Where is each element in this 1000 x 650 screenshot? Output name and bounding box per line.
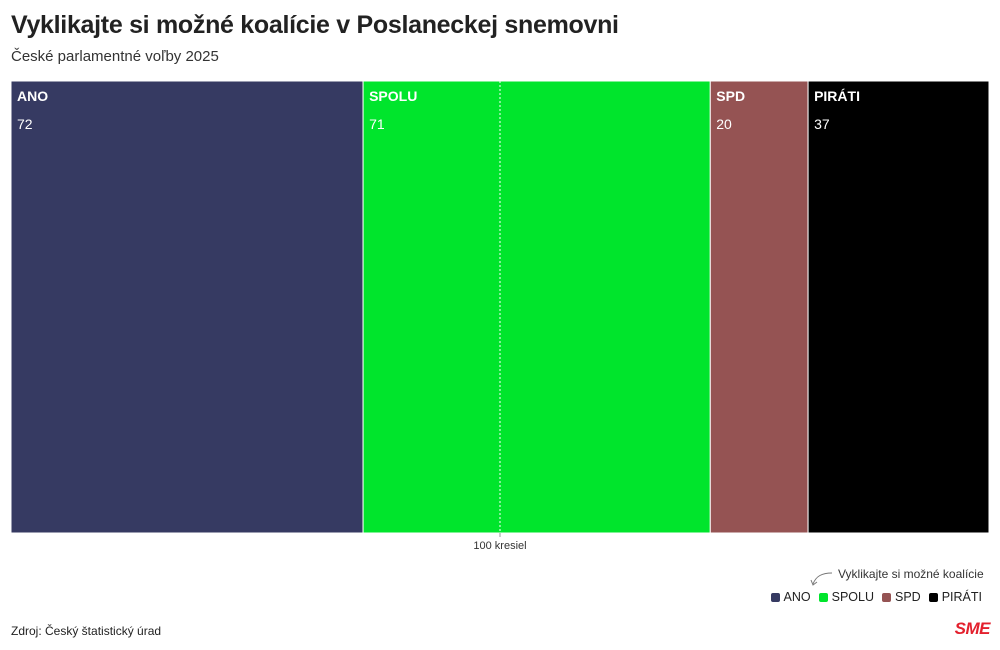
legend-item-spolu[interactable]: SPOLU bbox=[818, 590, 874, 604]
legend-swatch bbox=[882, 592, 891, 602]
source-note: Zdroj: Český štatistický úrad bbox=[11, 624, 162, 638]
legend-hint-text: Vyklikajte si možné koalície bbox=[838, 567, 984, 581]
curved-arrow-icon bbox=[810, 572, 833, 586]
legend-item-spd[interactable]: SPD bbox=[882, 590, 921, 604]
legend-label: PIRÁTI bbox=[941, 590, 982, 604]
legend-label: SPD bbox=[895, 590, 921, 604]
chart-title: Vyklikajte si možné koalície v Poslaneck… bbox=[11, 11, 619, 39]
legend-swatch bbox=[770, 592, 780, 602]
bar-spd[interactable] bbox=[709, 80, 809, 534]
chart-subtitle: České parlamentné voľby 2025 bbox=[11, 48, 219, 65]
bar-label-spd: SPD bbox=[716, 88, 745, 104]
seat-chart: ANO 72 SPOLU 71 SPD 20 PIRÁTI 37 100 kresiel bbox=[10, 80, 990, 552]
bar-value-spd: 20 bbox=[716, 116, 732, 132]
bar-pirati[interactable] bbox=[807, 80, 990, 534]
segment-spolu[interactable]: SPOLU 71 bbox=[362, 80, 711, 534]
legend-hint: Vyklikajte si možné koalície bbox=[810, 567, 984, 586]
bar-value-ano: 72 bbox=[17, 116, 33, 132]
majority-label: 100 kresiel bbox=[473, 540, 526, 552]
segment-pirati[interactable]: PIRÁTI 37 bbox=[807, 80, 990, 534]
bar-value-pirati: 37 bbox=[814, 116, 830, 132]
segment-spd[interactable]: SPD 20 bbox=[709, 80, 809, 534]
legend-label: ANO bbox=[783, 590, 811, 604]
bar-label-spolu: SPOLU bbox=[369, 88, 417, 104]
legend: ANO SPOLU SPD PIRÁTI bbox=[770, 590, 982, 604]
bar-ano[interactable] bbox=[10, 80, 364, 534]
legend-item-ano[interactable]: ANO bbox=[770, 590, 811, 604]
segment-ano[interactable]: ANO 72 bbox=[10, 80, 364, 534]
bar-value-spolu: 71 bbox=[369, 116, 385, 132]
legend-swatch bbox=[928, 592, 938, 602]
bar-spolu[interactable] bbox=[362, 80, 711, 534]
bar-label-ano: ANO bbox=[17, 88, 48, 104]
legend-swatch bbox=[818, 592, 828, 602]
bar-label-pirati: PIRÁTI bbox=[814, 88, 860, 104]
legend-label: SPOLU bbox=[831, 590, 874, 604]
legend-item-pirati[interactable]: PIRÁTI bbox=[928, 590, 982, 604]
brand-logo: SME bbox=[954, 619, 991, 638]
